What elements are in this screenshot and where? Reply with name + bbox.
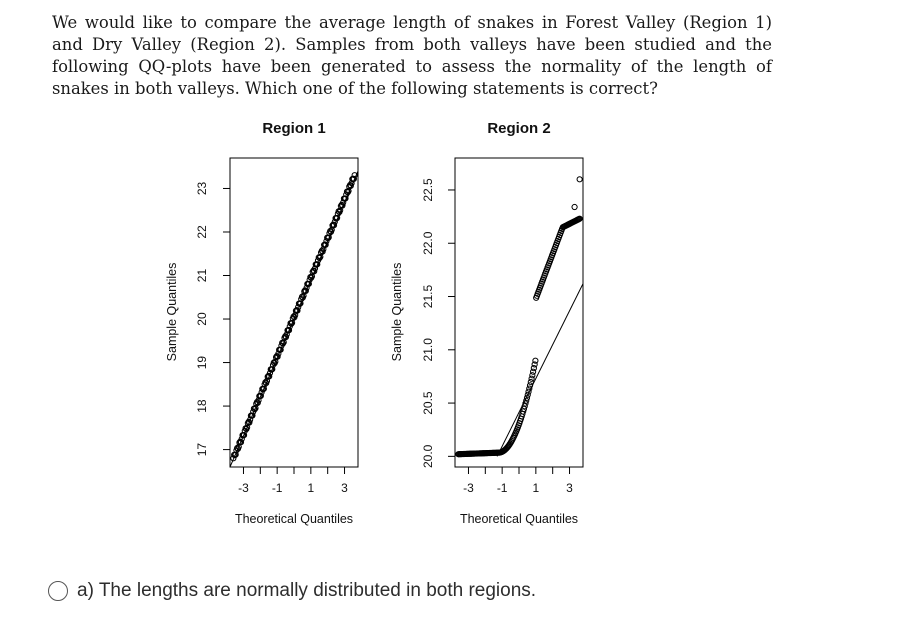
data-point	[288, 319, 296, 326]
x-tick-label: -3	[238, 481, 249, 495]
chart-title: Region 2	[487, 120, 550, 137]
data-point	[311, 268, 318, 275]
data-point	[240, 431, 248, 439]
data-point	[330, 222, 338, 229]
data-point	[272, 358, 279, 365]
data-point	[243, 424, 251, 431]
y-axis-label: Sample Quantiles	[390, 263, 404, 362]
data-point	[529, 372, 536, 379]
x-tick-label: 3	[341, 481, 348, 495]
option-a-label: a) The lengths are normally distributed …	[77, 580, 537, 601]
data-point	[530, 365, 537, 372]
data-point	[300, 292, 307, 299]
data-point	[285, 327, 293, 334]
outlier-point	[571, 203, 578, 211]
data-point	[327, 227, 334, 235]
data-point	[325, 234, 332, 241]
outlier-point	[576, 176, 583, 183]
data-point	[274, 353, 281, 360]
data-point	[294, 307, 301, 314]
data-point	[249, 412, 256, 419]
data-point	[280, 339, 287, 346]
reference-line	[230, 170, 358, 467]
data-point	[525, 388, 532, 395]
x-tick-label: -1	[272, 481, 283, 495]
data-point	[277, 346, 284, 353]
option-a[interactable]: a) The lengths are normally distributed …	[48, 576, 536, 606]
data-point	[297, 300, 304, 307]
data-point	[317, 253, 324, 261]
data-point	[260, 385, 267, 392]
qq-plots: Region 1 -3 -1 1 3 Theoretical Quantiles 17 18 1…	[165, 120, 584, 526]
y-tick-label: 23	[195, 181, 209, 195]
x-axis-label: Theoretical Quantiles	[460, 512, 578, 526]
x-tick-label: -1	[497, 481, 508, 495]
data-point	[318, 247, 325, 254]
radio-button[interactable]	[48, 581, 68, 601]
question-text: We would like to compare the average len…	[52, 13, 772, 98]
chart-title: Region 1	[262, 120, 325, 137]
data-point	[520, 405, 528, 412]
y-tick-label: 20.5	[421, 391, 435, 415]
y-tick-label: 21.5	[421, 285, 435, 309]
y-tick-label: 22.0	[421, 231, 435, 255]
y-tick-label: 22	[195, 225, 209, 239]
y-tick-label: 19	[195, 356, 209, 370]
reference-line	[496, 283, 583, 457]
data-point	[302, 287, 309, 295]
data-point	[314, 261, 321, 268]
data-point	[346, 181, 354, 189]
y-tick-label: 22.5	[421, 178, 435, 202]
data-point	[235, 443, 242, 451]
data-point	[527, 378, 534, 386]
data-point	[322, 241, 329, 248]
data-point	[232, 451, 239, 458]
data-point	[252, 405, 259, 412]
x-tick-label: 1	[307, 481, 314, 495]
data-point	[305, 280, 312, 287]
data-point	[269, 366, 276, 373]
data-point	[524, 391, 531, 398]
y-tick-label: 21	[195, 269, 209, 283]
data-point	[282, 333, 290, 341]
data-point	[251, 406, 258, 413]
data-point	[528, 375, 535, 382]
y-tick-label: 20	[195, 312, 209, 326]
y-tick-label: 18	[195, 399, 209, 413]
x-axis-label: Theoretical Quantiles	[235, 512, 353, 526]
data-point	[532, 357, 539, 364]
y-axis-label: Sample Quantiles	[165, 263, 179, 362]
data-point	[576, 215, 583, 222]
x-tick-label: 1	[532, 481, 539, 495]
data-point	[266, 373, 273, 380]
x-tick-label: 3	[566, 481, 573, 495]
data-point	[308, 273, 316, 280]
y-tick-label: 17	[195, 443, 209, 457]
x-tick-label: -3	[463, 481, 474, 495]
data-point	[257, 392, 264, 400]
data-point	[246, 419, 253, 426]
y-tick-label: 20.0	[421, 444, 435, 468]
data-point	[531, 361, 538, 368]
y-tick-label: 21.0	[421, 338, 435, 362]
data-point	[530, 368, 537, 375]
data-point	[237, 439, 245, 446]
